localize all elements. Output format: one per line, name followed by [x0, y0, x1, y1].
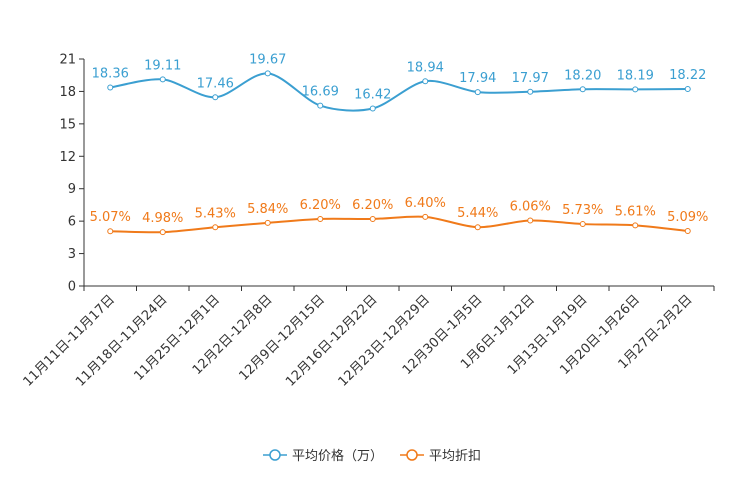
chart-series: 18.36 19.11 17.46 19.67 16.69 16.42 18.94 17.94…	[90, 52, 708, 236]
legend-marker-icon	[269, 449, 281, 461]
x-tick-label: 12月16日-12月22日	[283, 292, 380, 389]
data-label: 17.94	[459, 71, 496, 86]
data-label: 18.22	[669, 68, 706, 83]
data-label: 5.07%	[90, 210, 131, 225]
data-label: 6.40%	[405, 196, 446, 211]
data-label: 6.06%	[510, 199, 551, 214]
y-tick-label: 0	[68, 280, 76, 295]
data-point[interactable]	[579, 86, 586, 93]
data-point[interactable]	[264, 70, 271, 77]
data-point[interactable]	[107, 228, 114, 235]
legend-item-0[interactable]: 平均价格（万）	[263, 448, 383, 464]
data-point[interactable]	[684, 227, 691, 234]
data-label: 6.20%	[352, 198, 393, 213]
series-1: 5.07% 4.98% 5.43% 5.84% 6.20% 6.20% 6.40% 5.44%…	[90, 196, 708, 236]
data-point[interactable]	[527, 88, 534, 95]
series-0: 18.36 19.11 17.46 19.67 16.69 16.42 18.94 17.94…	[92, 52, 706, 112]
data-label: 18.94	[407, 60, 444, 75]
data-point[interactable]	[369, 215, 376, 222]
data-point[interactable]	[422, 78, 429, 85]
data-label: 18.36	[92, 67, 129, 82]
data-point[interactable]	[632, 86, 639, 93]
data-label: 17.97	[512, 71, 549, 86]
data-point[interactable]	[579, 221, 586, 228]
data-point[interactable]	[212, 94, 219, 101]
y-tick-label: 15	[59, 117, 76, 132]
x-tick-label: 11月18日-11月24日	[73, 292, 170, 389]
legend-label: 平均价格（万）	[292, 448, 383, 464]
series-line	[110, 72, 688, 112]
y-tick-label: 18	[59, 85, 76, 100]
x-tick-label: 11月11日-11月17日	[21, 292, 118, 389]
data-label: 5.44%	[457, 206, 498, 221]
data-point[interactable]	[474, 224, 481, 231]
data-point[interactable]	[159, 76, 166, 83]
legend-label: 平均折扣	[429, 449, 481, 464]
data-label: 18.19	[617, 68, 654, 83]
data-point[interactable]	[527, 217, 534, 224]
data-point[interactable]	[317, 102, 324, 109]
y-tick-label: 21	[59, 53, 76, 68]
data-point[interactable]	[684, 86, 691, 93]
data-point[interactable]	[369, 105, 376, 112]
data-point[interactable]	[474, 89, 481, 96]
data-label: 16.69	[302, 85, 339, 100]
data-label: 17.46	[197, 76, 234, 91]
series-line	[110, 215, 688, 234]
data-label: 5.09%	[667, 210, 708, 225]
y-tick-label: 12	[59, 150, 76, 165]
data-point[interactable]	[264, 219, 271, 226]
y-tick-label: 6	[68, 215, 76, 230]
data-label: 19.11	[144, 58, 181, 73]
data-point[interactable]	[422, 213, 429, 220]
data-point[interactable]	[212, 224, 219, 231]
data-label: 18.20	[564, 68, 601, 83]
data-point[interactable]	[159, 229, 166, 236]
data-label: 6.20%	[300, 198, 341, 213]
data-point[interactable]	[107, 84, 114, 91]
data-label: 5.61%	[615, 204, 656, 219]
data-label: 16.42	[354, 88, 391, 103]
data-label: 19.67	[249, 52, 286, 67]
data-label: 5.84%	[247, 202, 288, 217]
data-point[interactable]	[632, 222, 639, 229]
data-label: 5.43%	[195, 206, 236, 221]
x-tick-label: 12月23日-12月29日	[336, 292, 433, 389]
legend-marker-icon	[406, 449, 418, 461]
data-label: 4.98%	[142, 211, 183, 226]
legend-item-1[interactable]: 平均折扣	[400, 449, 481, 464]
chart-legend[interactable]: 平均价格（万） 平均折扣	[263, 448, 481, 464]
data-label: 5.73%	[562, 203, 603, 218]
y-tick-label: 3	[68, 247, 76, 262]
data-point[interactable]	[317, 215, 324, 222]
y-tick-label: 9	[68, 182, 76, 197]
